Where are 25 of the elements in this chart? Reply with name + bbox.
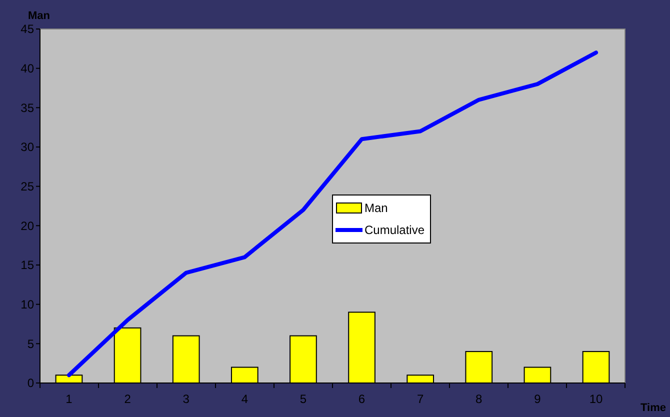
x-tick-label: 7	[416, 392, 424, 406]
x-tick-label: 2	[124, 392, 132, 406]
x-axis-title: Time	[640, 402, 666, 414]
x-tick-label: 1	[66, 392, 73, 406]
y-tick-label: 15	[20, 258, 34, 272]
x-tick-label: 3	[182, 392, 190, 406]
y-tick-label: 20	[20, 218, 34, 233]
y-tick-label: 5	[27, 336, 34, 351]
y-tick-label: 45	[20, 22, 34, 36]
x-tick-label: 8	[476, 392, 483, 406]
x-tick-label: 4	[241, 392, 248, 406]
y-tick-label: 10	[20, 298, 34, 312]
y-tick-label: 25	[20, 180, 34, 194]
y-tick-label: 30	[20, 140, 34, 154]
y-axis-title: Man	[28, 10, 50, 22]
y-tick-label: 40	[20, 62, 34, 76]
x-tick-label: 6	[358, 392, 366, 406]
x-tick-label: 5	[300, 392, 307, 406]
x-tick-label: 10	[589, 392, 604, 406]
legend-label: Man	[364, 201, 388, 216]
y-tick-label: 35	[20, 100, 34, 115]
y-tick-label: 0	[27, 376, 34, 390]
x-tick-label: 9	[534, 392, 542, 406]
line-series	[66, 50, 598, 378]
legend-label: Cumulative	[364, 223, 425, 238]
